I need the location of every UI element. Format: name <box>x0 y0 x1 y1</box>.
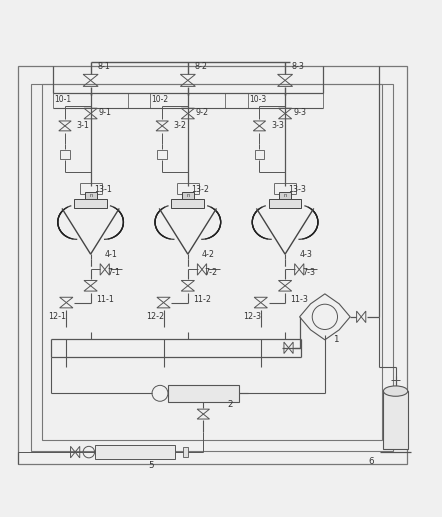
Text: 3-2: 3-2 <box>174 121 187 130</box>
Text: n: n <box>89 193 92 198</box>
Bar <box>171 199 204 208</box>
Bar <box>183 447 188 457</box>
Text: 7-3: 7-3 <box>302 268 315 277</box>
Bar <box>84 192 96 199</box>
Text: 8-1: 8-1 <box>97 62 110 71</box>
Bar <box>383 391 408 449</box>
Bar <box>255 150 264 159</box>
Text: 8-2: 8-2 <box>194 62 207 71</box>
Text: 13-2: 13-2 <box>191 186 210 194</box>
Bar <box>168 385 239 402</box>
Text: n: n <box>283 193 287 198</box>
Bar <box>95 446 175 459</box>
Text: 10-2: 10-2 <box>152 95 169 104</box>
Text: 8-3: 8-3 <box>292 62 305 71</box>
Text: 3-3: 3-3 <box>271 121 284 130</box>
Text: 4-3: 4-3 <box>299 250 312 258</box>
Bar <box>74 199 107 208</box>
Bar <box>42 84 382 440</box>
Text: 4-2: 4-2 <box>202 250 215 258</box>
Text: 11-1: 11-1 <box>96 295 114 303</box>
Text: 4-1: 4-1 <box>105 250 118 258</box>
Text: 12-1: 12-1 <box>49 312 67 322</box>
Text: 13-1: 13-1 <box>94 186 112 194</box>
Text: 5: 5 <box>148 461 154 470</box>
Text: 12-2: 12-2 <box>146 312 164 322</box>
Text: 10-1: 10-1 <box>54 95 72 104</box>
Text: n: n <box>186 193 190 198</box>
Bar <box>182 192 194 199</box>
Text: 9-2: 9-2 <box>196 108 209 117</box>
Bar <box>269 199 301 208</box>
Text: 9-3: 9-3 <box>293 108 306 117</box>
Text: 6: 6 <box>368 458 373 466</box>
Text: 2: 2 <box>228 400 233 409</box>
Text: 7-1: 7-1 <box>107 268 120 277</box>
Text: 11-3: 11-3 <box>290 295 308 303</box>
Bar <box>18 66 407 464</box>
Text: 1: 1 <box>333 336 338 344</box>
Bar <box>157 150 167 159</box>
Bar <box>279 192 291 199</box>
Bar <box>60 150 70 159</box>
Text: 3-1: 3-1 <box>76 121 89 130</box>
Text: 7-2: 7-2 <box>205 268 218 277</box>
Ellipse shape <box>383 386 408 396</box>
Text: 13-3: 13-3 <box>289 186 306 194</box>
Text: 10-3: 10-3 <box>249 95 266 104</box>
Text: 11-2: 11-2 <box>193 295 211 303</box>
Bar <box>31 84 393 451</box>
Text: 12-3: 12-3 <box>243 312 261 322</box>
Text: 9-1: 9-1 <box>99 108 111 117</box>
